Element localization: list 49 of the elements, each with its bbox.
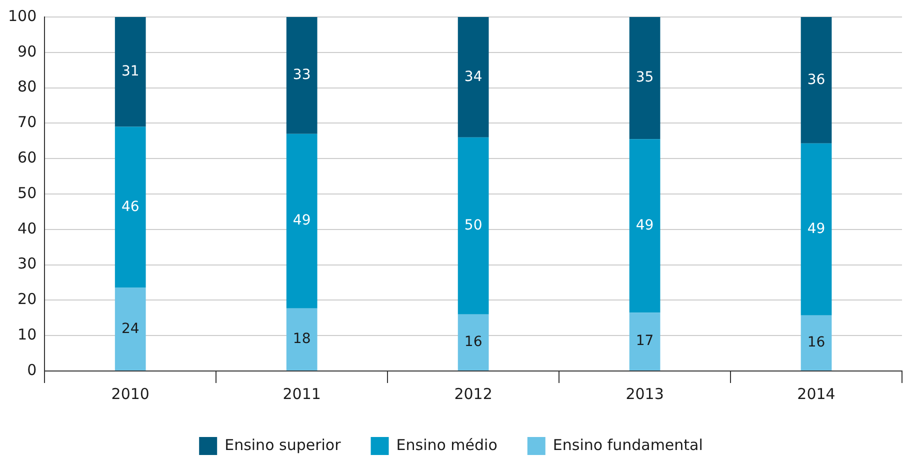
bar — [458, 314, 489, 370]
bar — [286, 134, 318, 308]
y-tick-label: 80 — [18, 78, 37, 96]
y-tick-label: 0 — [27, 360, 37, 379]
data-label: 49 — [807, 221, 826, 238]
data-label: 16 — [464, 334, 482, 350]
data-label: 33 — [292, 67, 311, 84]
y-tick-label: 30 — [18, 254, 37, 273]
data-label: 24 — [121, 320, 140, 337]
data-label: 49 — [636, 218, 654, 234]
bar — [114, 288, 146, 370]
legend-label: Ensino superior — [224, 436, 342, 454]
data-label: 46 — [121, 198, 140, 215]
bar — [114, 17, 146, 127]
bar — [114, 126, 146, 288]
bar — [286, 17, 318, 134]
bar — [458, 17, 489, 138]
bar — [629, 17, 660, 140]
bar — [286, 308, 318, 370]
y-tick-label: 60 — [18, 148, 37, 166]
x-tick-label: 2013 — [626, 384, 664, 403]
data-label: 35 — [636, 70, 654, 86]
y-tick-label: 100 — [8, 6, 37, 25]
data-label: 49 — [292, 212, 311, 229]
x-tick-label: 2014 — [797, 384, 836, 403]
y-tick-label: 10 — [18, 325, 37, 344]
data-label: 50 — [464, 218, 482, 234]
bar — [800, 315, 832, 370]
x-tick-label: 2011 — [282, 384, 321, 403]
bar — [629, 139, 660, 313]
y-tick-label: 40 — [18, 219, 37, 238]
x-tick-label: 2012 — [454, 384, 492, 403]
data-label: 34 — [464, 68, 482, 85]
data-label: 16 — [807, 334, 826, 351]
x-tick-label: 2010 — [111, 384, 150, 403]
y-tick-label: 70 — [18, 113, 37, 132]
bar — [629, 312, 660, 370]
legend-label: Ensino fundamental — [552, 436, 703, 454]
bar — [458, 137, 489, 314]
y-tick-label: 90 — [18, 42, 37, 60]
legend-label: Ensino médio — [396, 436, 498, 454]
bar — [800, 143, 832, 316]
y-tick-label: 50 — [18, 184, 37, 202]
data-label: 31 — [121, 64, 140, 80]
bar — [800, 17, 832, 144]
data-label: 36 — [807, 72, 826, 88]
y-tick-label: 20 — [18, 290, 37, 308]
data-label: 17 — [636, 333, 654, 350]
data-label: 18 — [292, 331, 311, 348]
